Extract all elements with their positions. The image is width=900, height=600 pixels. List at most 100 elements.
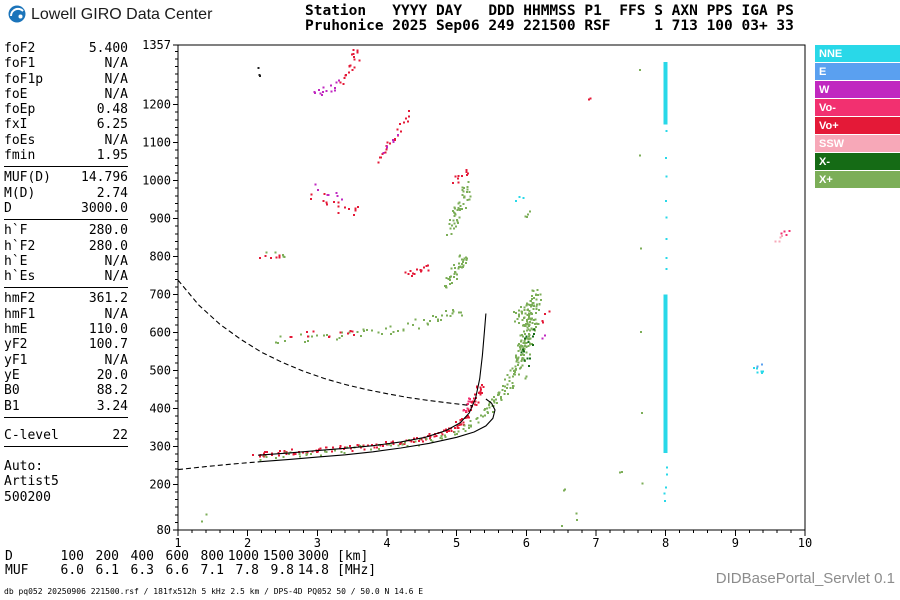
readout-label: h`F2 <box>4 238 36 254</box>
row-label: D <box>5 549 13 564</box>
legend-item: E <box>815 63 900 80</box>
y-tick-label: 900 <box>149 212 171 226</box>
x-tick-label: 10 <box>798 536 812 550</box>
y-tick-label: 1200 <box>142 98 171 112</box>
readout-row: 500200 <box>4 490 128 505</box>
status-bar: db pq052 20250906 221500.rsf / 181fx512h… <box>4 587 424 596</box>
servlet-version: DIDBasePortal_Servlet 0.1 <box>715 570 895 587</box>
echo-cluster-hop3-left-magenta <box>314 183 343 201</box>
echo-cluster-hop4-top <box>351 49 359 56</box>
rfi-band <box>663 294 668 453</box>
legend-label: E <box>819 65 827 78</box>
echo-cluster-red-6-3 <box>541 310 551 324</box>
echo-cluster-blue-9-35 <box>756 363 763 368</box>
readout-label: yE <box>4 367 20 383</box>
readout-value: 2.74 <box>96 185 128 201</box>
table-row: D 100 200 400 600 800 1000 1500 3000 [km] <box>5 550 376 564</box>
readout-row: foEp 0.48 <box>4 102 128 117</box>
readout-row: D 3000.0 <box>4 201 128 216</box>
divider <box>4 287 128 289</box>
echo-cluster-hop3-green <box>446 180 472 236</box>
readout-value: N/A <box>104 71 128 87</box>
legend-label: SSW <box>819 137 845 150</box>
echo-cluster-green-misc-3 <box>619 471 623 474</box>
divider <box>4 446 128 448</box>
plot-frame <box>177 44 806 531</box>
echo-cluster-magenta-6-25 <box>541 334 547 340</box>
table-row: MUF 6.0 6.1 6.3 6.6 7.1 7.8 9.8 14.8 [MHz] <box>5 564 376 578</box>
echo-cluster-hop4-red <box>339 55 361 85</box>
cell-value: 6.3 <box>130 563 154 578</box>
trace-fit-curve <box>258 313 487 456</box>
readout-label: M(D) <box>4 185 36 201</box>
x-tick-label: 8 <box>662 536 669 550</box>
readout-value: 3000.0 <box>81 200 128 216</box>
cell-value: 6.6 <box>165 563 189 578</box>
chart-legend: NNE E W Vo- Vo+ SSW X- X+ <box>815 45 900 189</box>
y-tick-label: 400 <box>149 401 171 415</box>
echo-cluster-f2-hop-red <box>289 329 356 338</box>
readout-value: 280.0 <box>88 223 128 239</box>
readout-label: hmE <box>4 322 28 338</box>
legend-item: X- <box>815 153 900 170</box>
legend-item: NNE <box>815 45 900 62</box>
readout-label: foE <box>4 86 28 102</box>
readout-row: yF1 N/A <box>4 353 128 368</box>
readout-value: 100.7 <box>88 337 128 353</box>
echo-points <box>201 49 791 527</box>
brand-title: Lowell GIRO Data Center <box>31 6 213 23</box>
echo-cluster-f2-hop-band <box>275 309 463 345</box>
readout-label: B1 <box>4 398 20 414</box>
readout-label: 500200 <box>4 489 51 505</box>
echo-cluster-f1-x-blob-dark <box>520 328 535 368</box>
legend-item: X+ <box>815 171 900 188</box>
echo-cluster-diagonal-red <box>377 109 411 164</box>
readout-row: B0 88.2 <box>4 383 128 398</box>
readout-row: hmF1 N/A <box>4 307 128 322</box>
readout-value: 280.0 <box>88 238 128 254</box>
readout-label: B0 <box>4 383 20 399</box>
readout-row: Auto: <box>4 459 128 474</box>
readout-value: 361.2 <box>88 291 128 307</box>
echo-cluster-green-misc-1 <box>201 513 208 523</box>
y-tick-label: 200 <box>149 477 171 491</box>
legend-label: X- <box>819 155 830 168</box>
readout-value: N/A <box>104 253 128 269</box>
transmission-curve-low-dashed <box>177 461 262 471</box>
readout-label: foF2 <box>4 41 36 56</box>
readout-row: B1 3.24 <box>4 399 128 414</box>
cell-value: 400 <box>130 549 154 564</box>
readout-row: h`E N/A <box>4 254 128 269</box>
legend-label: Vo+ <box>819 119 839 132</box>
readout-value: 14.796 <box>81 170 128 186</box>
readout-row: Artist5 <box>4 474 128 489</box>
readout-label: h`Es <box>4 269 36 285</box>
legend-label: Vo- <box>819 101 836 114</box>
row-label: MUF <box>5 563 29 578</box>
echo-cluster-colon-dots <box>257 67 262 78</box>
row-unit: [MHz] <box>337 563 377 578</box>
echo-cluster-red-760 <box>404 264 430 277</box>
readouts-panel: foF2 5.400 foF1 N/A foF1p N/A foE N/A foEp 0.48 fx… <box>4 41 128 505</box>
transmission-curve-dashed <box>177 279 473 407</box>
readout-label: hmF1 <box>4 306 36 322</box>
readout-row: MUF(D) 14.796 <box>4 170 128 185</box>
divider <box>4 416 128 418</box>
x-tick-label: 5 <box>453 536 460 550</box>
readout-group: C-level 22 <box>4 428 128 443</box>
cell-value: 800 <box>200 549 224 564</box>
axes <box>173 44 806 536</box>
readout-value: 0.48 <box>96 102 128 118</box>
readout-row: yE 20.0 <box>4 368 128 383</box>
x-tick-label: 4 <box>383 536 390 550</box>
readout-value: N/A <box>104 132 128 148</box>
cell-value: 6.1 <box>95 563 119 578</box>
muf-hook-curve <box>261 398 496 463</box>
y-tick-label: 500 <box>149 363 171 377</box>
cell-value: 1000 <box>227 549 259 564</box>
readout-value: 3.24 <box>96 398 128 414</box>
readout-value: N/A <box>104 86 128 102</box>
readout-group: Auto: Artist5 500200 <box>4 459 128 505</box>
echo-cluster-left-800-red <box>258 254 281 260</box>
